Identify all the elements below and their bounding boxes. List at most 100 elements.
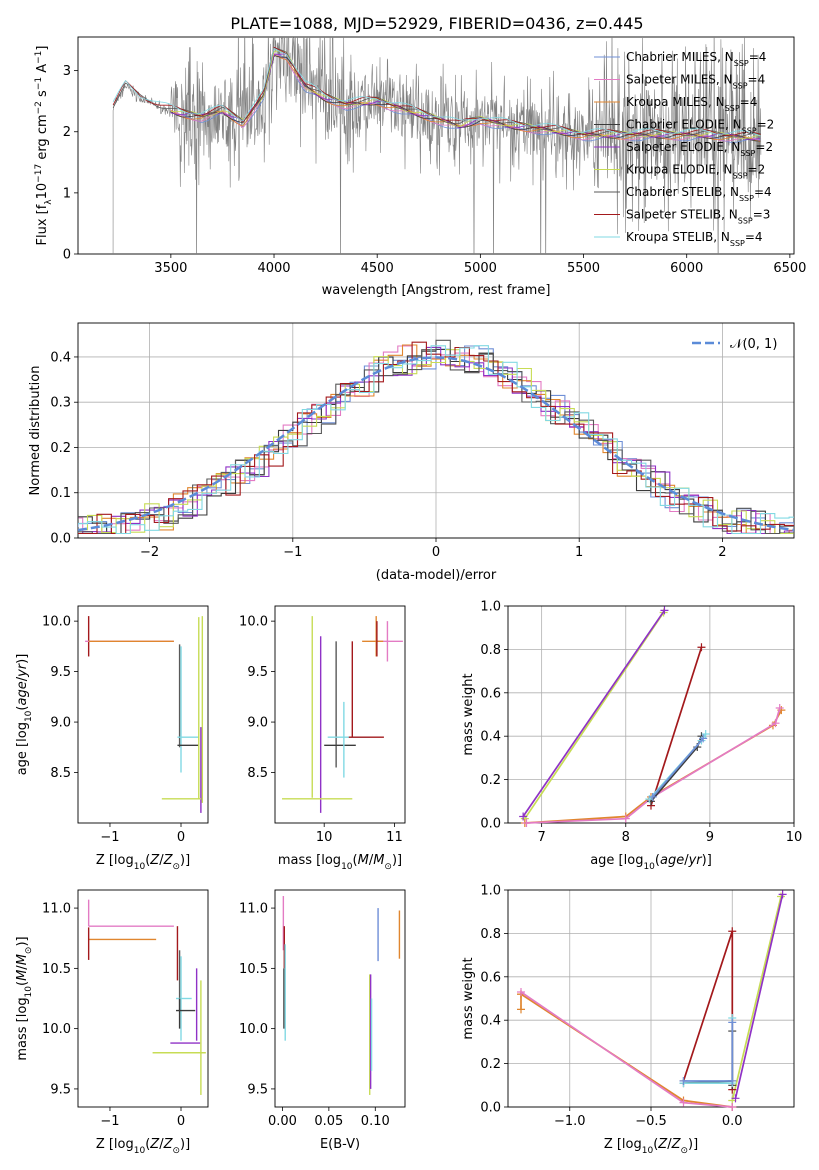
- y-tick-label: 9.0: [247, 716, 268, 731]
- x-axis-label: Z [log10(Z/Z⊙)]: [604, 1137, 698, 1156]
- y-tick-label: 9.5: [50, 665, 71, 680]
- mass-weight-marker: [775, 703, 784, 712]
- mass-weight-line: [683, 1022, 734, 1082]
- errorbar-plot-area: [282, 616, 403, 813]
- y-axis-label: mass weight: [461, 957, 476, 1039]
- y-tick-label: 0.3: [50, 396, 71, 411]
- x-tick-label: −1: [100, 830, 119, 845]
- y-tick-label: 1.0: [480, 600, 501, 615]
- spectrum-model-line: [170, 53, 761, 141]
- x-tick-label: −1.0: [554, 1114, 586, 1129]
- y-tick-label: 10.0: [42, 615, 71, 630]
- mass-weight-line: [522, 609, 666, 817]
- x-tick-label: −2: [140, 545, 159, 560]
- y-tick-label: 3: [63, 64, 71, 79]
- errorbar-plot-area: [282, 896, 401, 1095]
- errorbar-plot-area: [85, 616, 204, 813]
- mass-weight-line: [524, 612, 665, 820]
- legend-label: Kroupa MILES, NSSP=4: [626, 95, 757, 113]
- legend-label: Salpeter ELODIE, NSSP=2: [626, 140, 773, 158]
- y-tick-label: 10.5: [239, 962, 268, 977]
- x-tick-label: −1: [100, 1114, 119, 1129]
- x-tick-label: 5500: [567, 261, 600, 276]
- axes-frame: [77, 605, 209, 824]
- mass-weight-marker: [679, 1076, 688, 1085]
- mass-weight-marker: [679, 1098, 688, 1107]
- mass-vs-metallicity-panel: −1 0 9.5 10.0 10.5 11.0 Z [log10(Z/Z⊙)] mass [l…: [15, 889, 209, 1156]
- mass-weight-marker: [517, 987, 525, 996]
- y-axis-label: age [log10(age/yr)]: [15, 654, 34, 776]
- y-tick-label: 2: [63, 125, 71, 140]
- y-axis-label: Normed distribution: [28, 366, 43, 496]
- mass-weight-marker: [697, 643, 706, 652]
- spectrum-plot-area: [112, 37, 762, 254]
- errorbar-plot-area: [87, 899, 206, 1095]
- x-tick-label: 10: [786, 830, 803, 845]
- y-tick-label: 0.6: [480, 970, 501, 985]
- x-axis-label: Z [log10(Z/Z⊙)]: [96, 853, 190, 872]
- y-tick-label: 9.5: [50, 1082, 71, 1097]
- y-tick-label: 9.5: [247, 1082, 268, 1097]
- residuals-plot-area: [78, 339, 794, 535]
- y-tick-label: 0.0: [480, 1101, 501, 1116]
- legend-label: Chabrier ELODIE, NSSP=2: [626, 118, 774, 136]
- y-tick-label: 10.0: [42, 1022, 71, 1037]
- x-axis-label: (data-model)/error: [376, 568, 497, 583]
- mass-weight-line: [731, 896, 782, 1101]
- y-axis-label: mass [log10(M/M⊙)]: [15, 936, 34, 1060]
- x-axis-label: mass [log10(M/M⊙)]: [278, 853, 402, 872]
- mass-weight-marker: [660, 606, 669, 615]
- mass-weight-marker: [648, 792, 657, 801]
- x-tick-label: 7: [538, 830, 546, 845]
- y-tick-label: 0.2: [50, 441, 71, 456]
- mass-weight-marker: [699, 734, 708, 743]
- x-tick-label: 0: [177, 1114, 185, 1129]
- y-axis-label: Flux [fλ10−17 erg cm−2 s−1 A−1]: [34, 46, 54, 246]
- residual-histogram: [78, 339, 794, 535]
- y-tick-label: 10.0: [239, 1022, 268, 1037]
- x-tick-label: 9: [706, 830, 714, 845]
- x-tick-label: 0.0: [722, 1114, 743, 1129]
- y-tick-label: 1: [63, 186, 71, 201]
- mass-weight-marker: [728, 927, 737, 936]
- mass-weight-line: [652, 737, 704, 798]
- x-tick-label: 5000: [464, 261, 497, 276]
- spectrum-legend: Chabrier MILES, NSSP=4 Salpeter MILES, NS…: [594, 50, 774, 248]
- axes-frame: [77, 889, 209, 1108]
- mass-vs-ebv-panel: 0.00 0.05 0.10 9.5 10.0 10.5 11.0 E(B-V): [239, 889, 406, 1152]
- axes-frame: [507, 889, 795, 1108]
- residual-histogram: [78, 341, 794, 535]
- mass-weight-line: [520, 992, 733, 1108]
- massweight-vs-age-panel: 7 8 9 10 0.0 0.2 0.4 0.6 0.8 1.0 age [log10(age/yr…: [461, 600, 802, 873]
- y-tick-label: 0.8: [480, 927, 501, 942]
- residuals-panel: −2 −1 0 1 2 0.0 0.1 0.2 0.3 0.4 𝒩(0, 1) (data-model…: [28, 322, 795, 583]
- x-tick-label: −1: [283, 545, 302, 560]
- mass-weight-line: [650, 646, 703, 806]
- axes-frame: [274, 605, 406, 824]
- y-tick-label: 10.0: [239, 615, 268, 630]
- figure-title: PLATE=1088, MJD=52929, FIBERID=0436, z=0…: [230, 14, 643, 33]
- y-tick-label: 10.5: [42, 962, 71, 977]
- y-tick-label: 0.2: [480, 1057, 501, 1072]
- legend-label: Salpeter MILES, NSSP=4: [626, 73, 765, 91]
- y-tick-label: 11.0: [239, 902, 268, 917]
- mass-weight-marker: [728, 1018, 737, 1027]
- y-tick-label: 0.4: [480, 1014, 501, 1029]
- y-tick-label: 11.0: [42, 902, 71, 917]
- y-axis-label: mass weight: [461, 673, 476, 755]
- normal-reference-curve: [78, 356, 794, 532]
- x-tick-label: 0: [177, 830, 185, 845]
- x-axis-label: E(B-V): [320, 1137, 360, 1152]
- x-tick-label: 10: [316, 830, 333, 845]
- y-tick-label: 8.5: [50, 766, 71, 781]
- y-tick-label: 0.1: [50, 486, 71, 501]
- mass-weight-marker: [771, 719, 780, 728]
- mass-weight-marker: [728, 1076, 737, 1085]
- x-tick-label: 2: [718, 545, 726, 560]
- legend-label: Chabrier MILES, NSSP=4: [626, 50, 766, 68]
- y-tick-label: 8.5: [247, 766, 268, 781]
- mass-weight-marker: [517, 1005, 525, 1014]
- axes-frame: [507, 605, 795, 824]
- x-tick-label: 3500: [154, 261, 187, 276]
